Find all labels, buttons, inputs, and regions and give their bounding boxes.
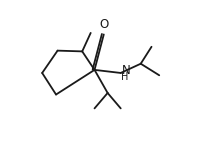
- Text: N: N: [122, 64, 130, 77]
- Text: O: O: [99, 18, 108, 31]
- Text: H: H: [122, 72, 129, 82]
